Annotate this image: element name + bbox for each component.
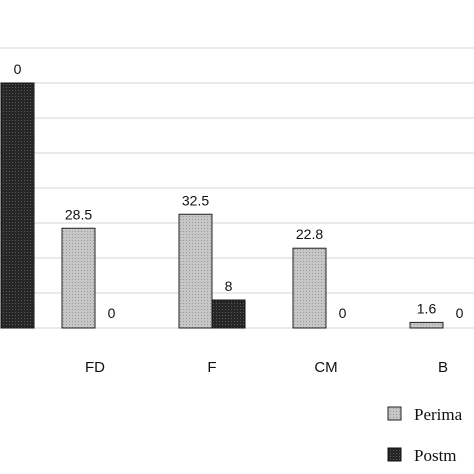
legend-label: Postm [414, 446, 457, 465]
data-label: 22.8 [296, 226, 323, 242]
x-tick-label: F [207, 359, 216, 376]
data-label: 1.6 [417, 300, 437, 316]
x-tick-labels: FD F CM B [85, 359, 448, 376]
data-label: 0 [456, 305, 464, 321]
x-tick-label: B [438, 359, 448, 376]
x-tick-label: CM [314, 359, 337, 376]
data-label: 0 [108, 305, 116, 321]
bar-CM-perima [292, 247, 327, 329]
bar-B-perima [409, 321, 444, 329]
bar-F-perima [178, 213, 213, 329]
legend-swatch [387, 447, 402, 462]
x-tick-label: FD [85, 359, 105, 376]
bars [0, 82, 444, 329]
legend-swatch [387, 406, 402, 421]
data-label: 0 [339, 305, 347, 321]
data-label: 32.5 [182, 192, 209, 208]
data-label: 0 [14, 61, 22, 77]
data-labels: 28.5 32.5 22.8 1.6 0 0 8 0 0 [14, 61, 464, 321]
legend-label: Perima [414, 405, 463, 424]
data-label: 28.5 [65, 206, 92, 222]
legend: Perima Postm [387, 405, 463, 465]
bar-first-postm [0, 82, 35, 329]
bar-FD-perima [61, 227, 96, 329]
data-label: 8 [225, 278, 233, 294]
bar-F-postm [211, 299, 246, 329]
